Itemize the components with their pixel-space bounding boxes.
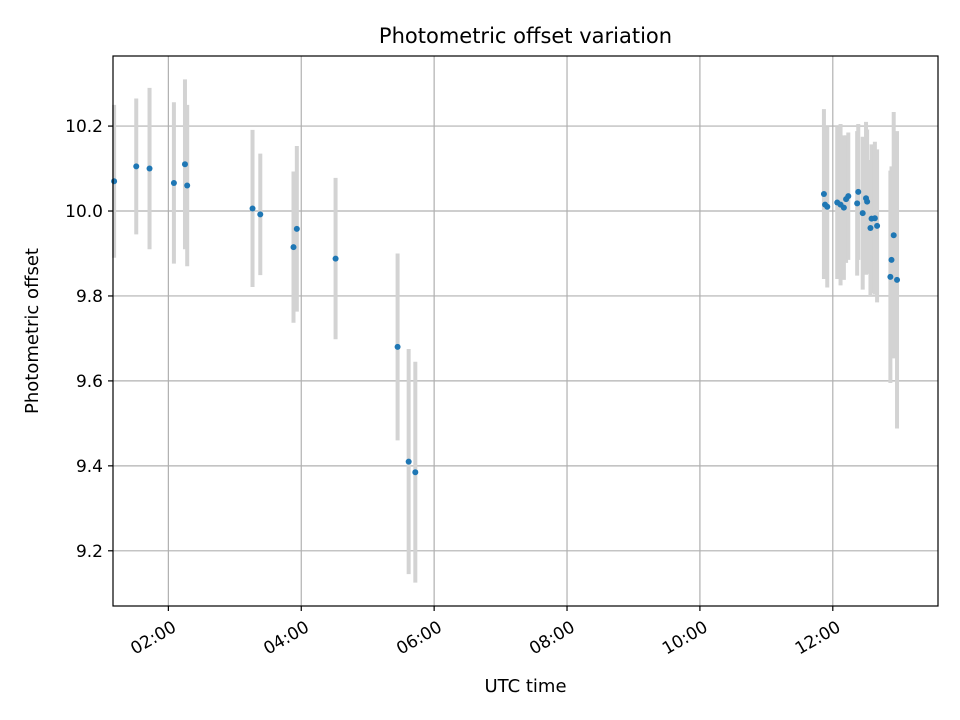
x-axis-label: UTC time — [484, 676, 566, 697]
y-axis-label: Photometric offset — [22, 248, 43, 414]
data-point — [854, 200, 861, 207]
data-point — [111, 178, 118, 185]
data-point — [887, 273, 894, 280]
data-layer — [111, 79, 901, 583]
chart-title: Photometric offset variation — [379, 24, 672, 48]
data-point — [332, 255, 339, 262]
data-point — [257, 211, 264, 218]
data-point — [290, 244, 297, 251]
data-point — [845, 193, 852, 200]
data-point — [133, 163, 140, 170]
data-point — [146, 165, 153, 172]
data-point — [867, 225, 874, 232]
y-tick-label: 9.2 — [76, 542, 103, 562]
data-point — [894, 276, 901, 283]
data-point — [249, 205, 256, 212]
y-tick-label: 9.8 — [76, 287, 103, 307]
data-point — [184, 182, 191, 189]
data-point — [859, 210, 866, 217]
data-point — [888, 256, 895, 263]
data-point — [412, 469, 419, 476]
data-point — [871, 215, 878, 222]
data-point — [394, 343, 401, 350]
data-point — [840, 204, 847, 211]
y-tick-label: 10.2 — [65, 117, 103, 137]
data-point — [864, 198, 871, 205]
data-point — [181, 161, 188, 168]
data-point — [170, 179, 177, 186]
y-tick-label: 10.0 — [65, 202, 103, 222]
data-point — [855, 188, 862, 195]
data-point — [405, 458, 412, 465]
data-point — [293, 225, 300, 232]
data-point — [890, 232, 897, 239]
plot-frame — [112, 55, 939, 607]
data-point — [820, 191, 827, 198]
y-tick-label: 9.6 — [76, 372, 103, 392]
data-point — [824, 203, 831, 210]
data-point — [874, 222, 881, 229]
y-tick-label: 9.4 — [76, 457, 103, 477]
grid-layer — [113, 56, 938, 606]
